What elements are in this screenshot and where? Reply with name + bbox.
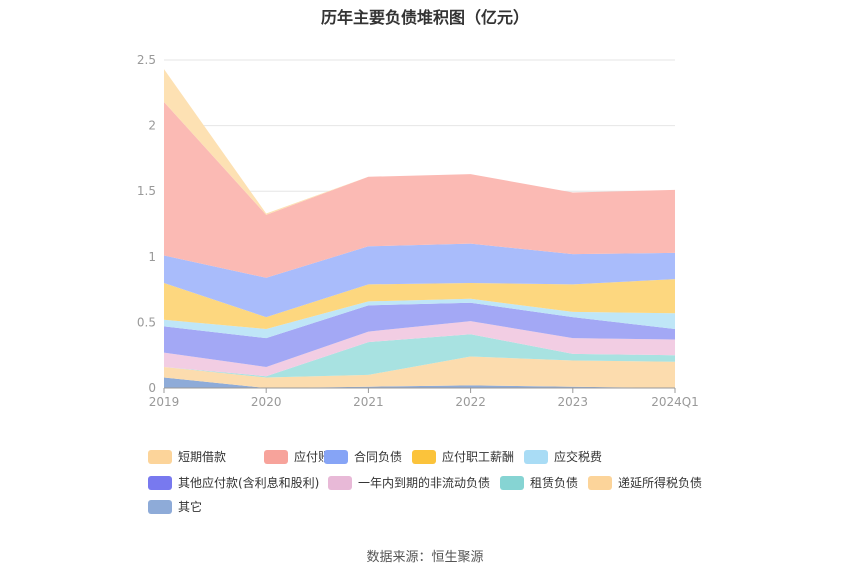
legend-swatch xyxy=(324,449,348,464)
x-tick-label: 2019 xyxy=(149,395,180,409)
area-其它 xyxy=(164,377,675,388)
legend-swatch xyxy=(148,499,172,514)
area-一年内到期的非流动负债 xyxy=(164,321,675,377)
x-tick-label: 2020 xyxy=(251,395,282,409)
source-label: 数据来源： xyxy=(366,550,432,565)
area-租赁负债 xyxy=(164,334,675,378)
y-tick-label: 1.5 xyxy=(137,184,156,198)
y-tick-label: 1 xyxy=(148,250,156,264)
source-value: 恒生聚源 xyxy=(431,550,484,565)
legend-swatch xyxy=(412,449,436,464)
stacked-area-chart: 0 0.5 1 1.5 2 2.5 2019 2020 2021 2022 2023 2024Q1 xyxy=(137,53,699,409)
legend-swatch xyxy=(148,475,172,490)
area-应交税费 xyxy=(164,298,675,339)
area-应付职工薪酬 xyxy=(164,279,675,329)
legend-label: 应付职工薪酬 xyxy=(442,450,515,464)
x-tick-label: 2023 xyxy=(558,395,589,409)
data-source: 数据来源：恒生聚源 xyxy=(0,546,850,565)
legend-label: 合同负债 xyxy=(354,450,403,464)
legend-swatch xyxy=(264,449,288,464)
legend-label: 其他应付款(含利息和股利) xyxy=(178,476,320,490)
legend-item[interactable]: 其它 xyxy=(148,498,202,515)
area-其他应付款(含利息和股利) xyxy=(164,302,675,368)
legend-swatch xyxy=(148,449,172,464)
area-series xyxy=(164,69,675,388)
legend-label: 其它 xyxy=(178,500,203,514)
x-tick-label: 2021 xyxy=(353,395,384,409)
y-tick-label: 2 xyxy=(148,119,156,133)
y-tick-label: 0 xyxy=(148,381,156,395)
chart-title: 历年主要负债堆积图（亿元） xyxy=(320,8,529,27)
x-tick-label: 2024Q1 xyxy=(651,395,699,409)
area-递延所得税负债 xyxy=(164,356,675,388)
legend-label: 短期借款 xyxy=(178,450,227,464)
legend-item[interactable]: 应付职工薪酬 xyxy=(412,448,514,465)
legend-label: 租赁负债 xyxy=(530,476,579,490)
legend-item[interactable]: 其他应付款(含利息和股利) xyxy=(148,474,319,491)
legend-swatch xyxy=(524,449,548,464)
legend-item[interactable]: 一年内到期的非流动负债 xyxy=(328,474,490,491)
legend-item[interactable]: 租赁负债 xyxy=(500,474,578,491)
legend-item[interactable]: 递延所得税负债 xyxy=(588,474,702,491)
x-tick-label: 2022 xyxy=(455,395,486,409)
axes: 0 0.5 1 1.5 2 2.5 2019 2020 2021 2022 2023 2024Q1 xyxy=(137,53,699,409)
legend-swatch xyxy=(328,475,352,490)
legend-swatch xyxy=(500,475,524,490)
area-合同负债 xyxy=(164,243,675,318)
legend-label: 一年内到期的非流动负债 xyxy=(358,476,491,490)
legend-item[interactable]: 应交税费 xyxy=(524,448,602,465)
legend-item[interactable]: 合同负债 xyxy=(324,448,402,465)
area-应付账款 xyxy=(164,101,675,278)
y-tick-label: 0.5 xyxy=(137,315,156,329)
legend-swatch xyxy=(588,475,612,490)
legend-item[interactable]: 短期借款 xyxy=(148,448,226,465)
legend-label: 应交税费 xyxy=(554,450,603,464)
y-tick-label: 2.5 xyxy=(137,53,156,67)
legend-label: 递延所得税负债 xyxy=(618,476,703,490)
